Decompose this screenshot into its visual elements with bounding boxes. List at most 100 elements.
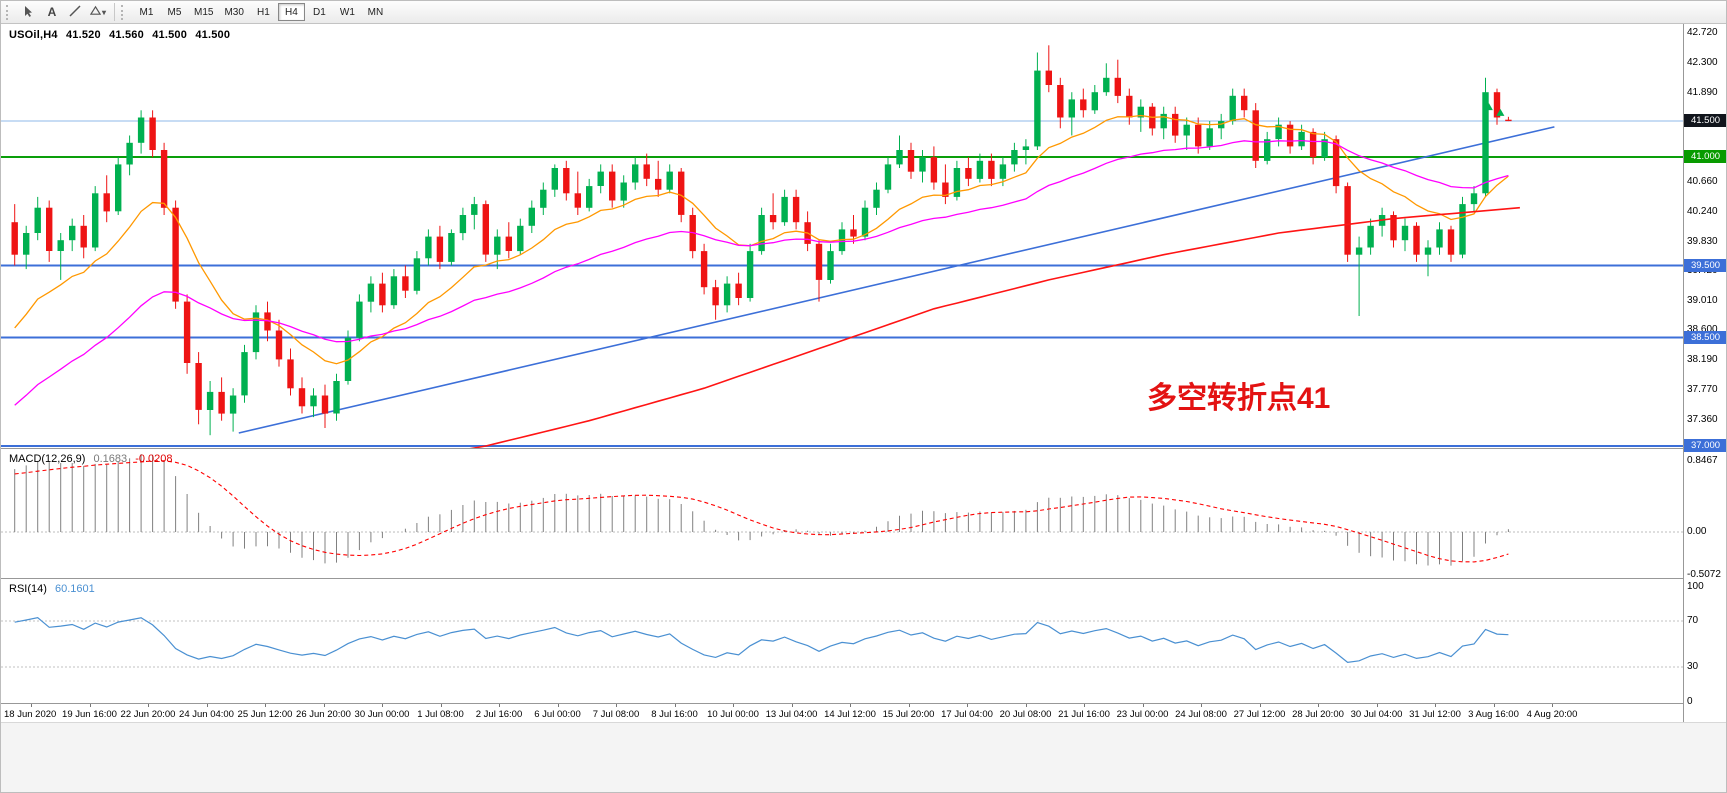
rsi-name: RSI(14) (9, 583, 47, 595)
price-axis[interactable]: 42.72042.30041.89040.66040.24039.83039.4… (1683, 1, 1726, 722)
trendline-tool-button[interactable] (64, 3, 86, 22)
time-axis-label: 8 Jul 16:00 (651, 709, 698, 720)
price-badge: 39.500 (1684, 258, 1726, 272)
text-tool-button[interactable]: A (41, 3, 63, 22)
macd-axis-label: 0.8467 (1687, 455, 1718, 466)
timeframe-d1-button[interactable]: D1 (306, 3, 333, 21)
toolbar-grip[interactable] (6, 4, 13, 20)
timeframe-h1-button[interactable]: H1 (250, 3, 277, 21)
price-axis-border (1683, 24, 1684, 722)
time-axis-tick (1493, 704, 1495, 707)
time-axis-tick (850, 704, 851, 707)
time-axis-tick (557, 704, 559, 707)
rsi-axis-label: 30 (1687, 661, 1699, 672)
price-tick-label: 39.010 (1687, 294, 1718, 306)
price-chart-pane[interactable] (1, 24, 1683, 449)
price-badge: 38.500 (1684, 330, 1726, 344)
macd-signal-value: -0.0208 (135, 453, 173, 465)
time-axis-tick (616, 704, 617, 707)
timeframe-w1-button[interactable]: W1 (334, 3, 361, 21)
time-axis-label: 13 Jul 04:00 (765, 709, 818, 720)
text-tool-icon: A (47, 5, 57, 19)
time-axis-label: 28 Jul 20:00 (1292, 709, 1344, 720)
bottom-strip (1, 722, 1726, 792)
time-axis-label: 25 Jun 12:00 (237, 709, 293, 720)
rsi-axis-label: 100 (1687, 580, 1704, 592)
time-axis-label: 18 Jun 2020 (4, 709, 57, 720)
timeframe-m30-button[interactable]: M30 (219, 3, 248, 21)
cursor-tool-button[interactable] (18, 3, 40, 22)
timeframe-m1-button[interactable]: M1 (133, 3, 160, 21)
time-axis-tick (89, 704, 91, 707)
time-axis[interactable]: 18 Jun 2020 19 Jun 16:00 22 Jun 20:00 24 Ju… (1, 704, 1683, 722)
symbol-ohlc-label: USOil,H4 41.520 41.560 41.500 41.500 (9, 29, 235, 41)
price-tick-label: 38.190 (1687, 354, 1718, 366)
chevron-down-icon: ▾ (101, 7, 106, 17)
pane-separator-rsi[interactable] (1, 578, 1726, 579)
time-axis-label: 21 Jul 16:00 (1058, 709, 1110, 720)
time-axis-tick (1142, 704, 1144, 707)
timeframe-h4-button[interactable]: H4 (277, 3, 305, 21)
price-tick-label: 41.890 (1687, 86, 1718, 98)
symbol-name: USOil,H4 (9, 29, 58, 41)
price-tick-label: 37.360 (1687, 414, 1718, 426)
price-badge: 41.000 (1684, 150, 1726, 164)
time-axis-tick (967, 704, 968, 707)
bar-open: 41.520 (65, 29, 101, 41)
time-axis-label: 10 Jul 00:00 (707, 709, 759, 720)
timeframe-mn-button[interactable]: MN (362, 3, 389, 21)
time-axis-tick (1201, 704, 1202, 707)
time-axis-label: 30 Jun 00:00 (354, 709, 410, 720)
time-axis-tick (733, 704, 734, 707)
price-tick-label: 39.830 (1687, 235, 1718, 247)
timeframe-toolbar-grip[interactable] (121, 4, 128, 20)
time-axis-label: 14 Jul 12:00 (824, 709, 876, 720)
pane-separator-macd[interactable] (1, 448, 1726, 449)
macd-axis-label: -0.5072 (1687, 569, 1721, 580)
time-axis-label: 24 Jul 08:00 (1175, 709, 1227, 720)
cursor-icon (23, 5, 35, 20)
macd-name: MACD(12,26,9) (9, 453, 86, 465)
time-axis-tick (265, 704, 266, 707)
price-badge: 37.000 (1684, 439, 1726, 452)
bar-low: 41.500 (152, 29, 188, 41)
time-axis-tick (1025, 704, 1027, 707)
toolbar-separator (114, 3, 115, 21)
price-badge: 41.500 (1684, 114, 1726, 128)
macd-indicator-pane[interactable] (1, 449, 1683, 578)
price-tick-label: 42.300 (1687, 57, 1718, 69)
time-axis-tick (1084, 704, 1085, 707)
time-axis-tick (31, 704, 32, 707)
timeframe-m5-button[interactable]: M5 (161, 3, 188, 21)
time-axis-label: 6 Jul 00:00 (534, 709, 581, 720)
shapes-dropdown-button[interactable]: ▾ (87, 3, 109, 22)
price-tick-label: 40.240 (1687, 206, 1718, 218)
time-axis-label: 24 Jun 04:00 (179, 709, 234, 720)
time-axis-label: 22 Jun 20:00 (120, 709, 176, 720)
time-axis-label: 17 Jul 04:00 (941, 709, 993, 720)
time-axis-label: 26 Jun 20:00 (296, 709, 351, 720)
price-tick-label: 38.600 (1687, 324, 1718, 335)
time-axis-tick (791, 704, 793, 707)
time-axis-tick (440, 704, 442, 707)
time-axis-tick (1318, 704, 1319, 707)
macd-axis-label: 0.00 (1687, 526, 1707, 537)
time-axis-label: 31 Jul 12:00 (1409, 709, 1461, 720)
time-axis-label: 1 Jul 08:00 (417, 709, 464, 720)
macd-label: MACD(12,26,9) 0.1683 -0.0208 (9, 453, 178, 465)
pane-separator-timeaxis (1, 703, 1726, 704)
annotation-text[interactable]: 多空转折点41 (1147, 382, 1331, 415)
bar-close: 41.500 (195, 29, 231, 41)
toolbar: A ▾ M1 M5 M15 M30 H1 H4 D1 W1 MN (1, 1, 1726, 24)
rsi-indicator-pane[interactable] (1, 579, 1683, 703)
time-axis-tick (1259, 704, 1261, 707)
rsi-axis-label: 0 (1687, 695, 1693, 707)
time-axis-label: 27 Jul 12:00 (1233, 709, 1286, 720)
rsi-label: RSI(14) 60.1601 (9, 583, 100, 595)
time-axis-label: 19 Jun 16:00 (62, 709, 117, 720)
time-axis-tick (323, 704, 325, 707)
rsi-value: 60.1601 (54, 583, 95, 595)
time-axis-tick (382, 704, 383, 707)
timeframe-m15-button[interactable]: M15 (189, 3, 218, 21)
